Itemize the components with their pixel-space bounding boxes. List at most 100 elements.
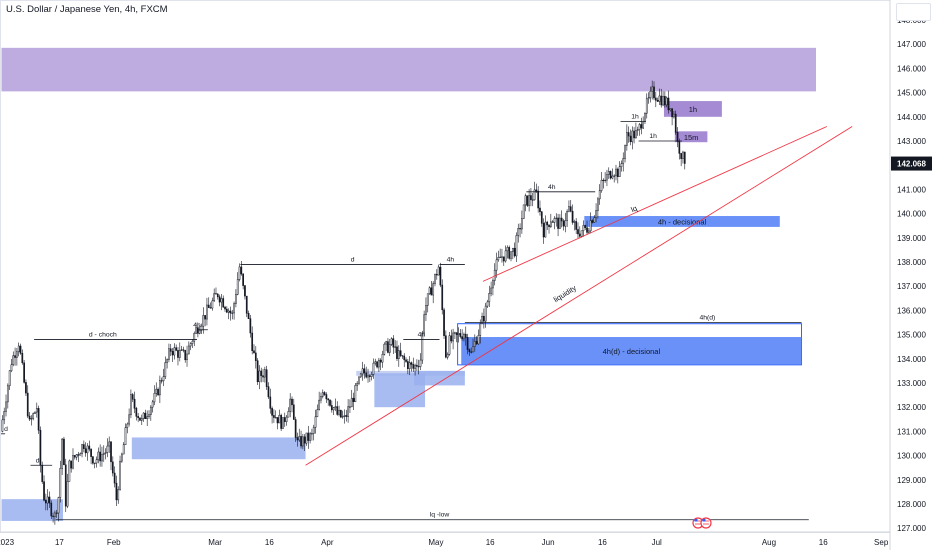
candle <box>177 347 179 366</box>
candle <box>492 278 494 296</box>
candle <box>73 454 76 460</box>
candle <box>79 452 82 456</box>
candle <box>410 361 413 372</box>
candle <box>291 396 293 413</box>
level-label-4: 4h <box>418 331 426 338</box>
level-label-1: 4h <box>193 322 201 329</box>
candle <box>311 428 313 441</box>
level-label-7: 1h <box>631 114 639 121</box>
candle <box>430 281 433 296</box>
candle <box>68 459 71 482</box>
candle <box>396 340 398 362</box>
scale-settings-button[interactable] <box>896 3 931 21</box>
candle <box>21 349 24 365</box>
candle <box>584 224 587 231</box>
candle <box>674 110 677 135</box>
candle <box>626 124 628 151</box>
candle <box>683 151 686 170</box>
candle <box>131 393 134 403</box>
candle <box>247 310 250 319</box>
candle <box>314 409 317 434</box>
candle <box>207 297 210 308</box>
candle <box>6 383 9 409</box>
candle <box>195 323 197 335</box>
zone-2 <box>674 131 708 143</box>
candle <box>302 433 304 450</box>
candle <box>656 97 659 102</box>
candle <box>292 398 295 420</box>
candle <box>560 210 563 228</box>
candle <box>669 108 672 112</box>
candle <box>618 161 621 178</box>
candle <box>678 138 681 160</box>
candle <box>52 512 54 523</box>
candle <box>146 410 149 426</box>
x-tick-label: 17 <box>55 538 64 547</box>
candle <box>488 285 491 308</box>
candle <box>378 357 380 373</box>
zone-5 <box>461 337 802 365</box>
candle <box>5 394 7 417</box>
candle <box>130 389 132 419</box>
candle <box>309 431 311 444</box>
candle <box>575 218 578 235</box>
candle <box>93 462 96 469</box>
candle <box>470 347 473 354</box>
candle <box>356 380 359 391</box>
candle <box>401 355 404 359</box>
candle <box>294 416 297 442</box>
candle <box>555 213 558 227</box>
candle <box>43 475 45 502</box>
level-label-11: lq -low <box>430 512 450 519</box>
x-tick-label: Mar <box>208 538 222 547</box>
candle <box>50 500 53 520</box>
candle <box>528 189 530 212</box>
candle <box>616 167 619 184</box>
candle <box>459 329 462 339</box>
candle <box>349 399 351 414</box>
candle <box>408 356 411 375</box>
candle <box>285 414 288 426</box>
candle <box>325 392 328 404</box>
candle <box>417 359 420 375</box>
candle <box>682 150 684 164</box>
y-tick-label: 137.000 <box>897 282 926 291</box>
candle <box>513 242 516 258</box>
y-tick-label: 141.000 <box>897 185 926 194</box>
candle <box>515 232 518 263</box>
candle <box>428 286 431 295</box>
candle <box>540 211 543 227</box>
candle <box>454 331 456 339</box>
candle <box>8 370 11 391</box>
candle <box>443 307 445 339</box>
candle <box>631 126 634 150</box>
candle <box>593 215 596 223</box>
x-tick-label: 16 <box>598 538 607 547</box>
candle <box>651 80 654 100</box>
candle <box>63 436 65 466</box>
candle <box>611 168 614 180</box>
candle <box>587 228 590 234</box>
candle <box>238 263 241 282</box>
candle <box>539 200 541 216</box>
candle <box>526 195 529 208</box>
candle <box>264 366 266 383</box>
candle <box>204 315 206 327</box>
candle <box>178 342 181 362</box>
candle <box>303 434 306 452</box>
candle <box>72 448 74 470</box>
candle <box>168 343 170 363</box>
candle <box>359 372 362 378</box>
candle <box>622 152 625 172</box>
candle <box>432 281 435 304</box>
candle <box>316 404 319 418</box>
candle <box>122 442 125 455</box>
candle <box>667 90 670 114</box>
x-tick-label: 16 <box>819 538 828 547</box>
candle <box>372 358 375 379</box>
candle <box>153 385 156 406</box>
candle <box>522 204 525 219</box>
candle <box>660 88 663 108</box>
candle <box>164 356 167 379</box>
